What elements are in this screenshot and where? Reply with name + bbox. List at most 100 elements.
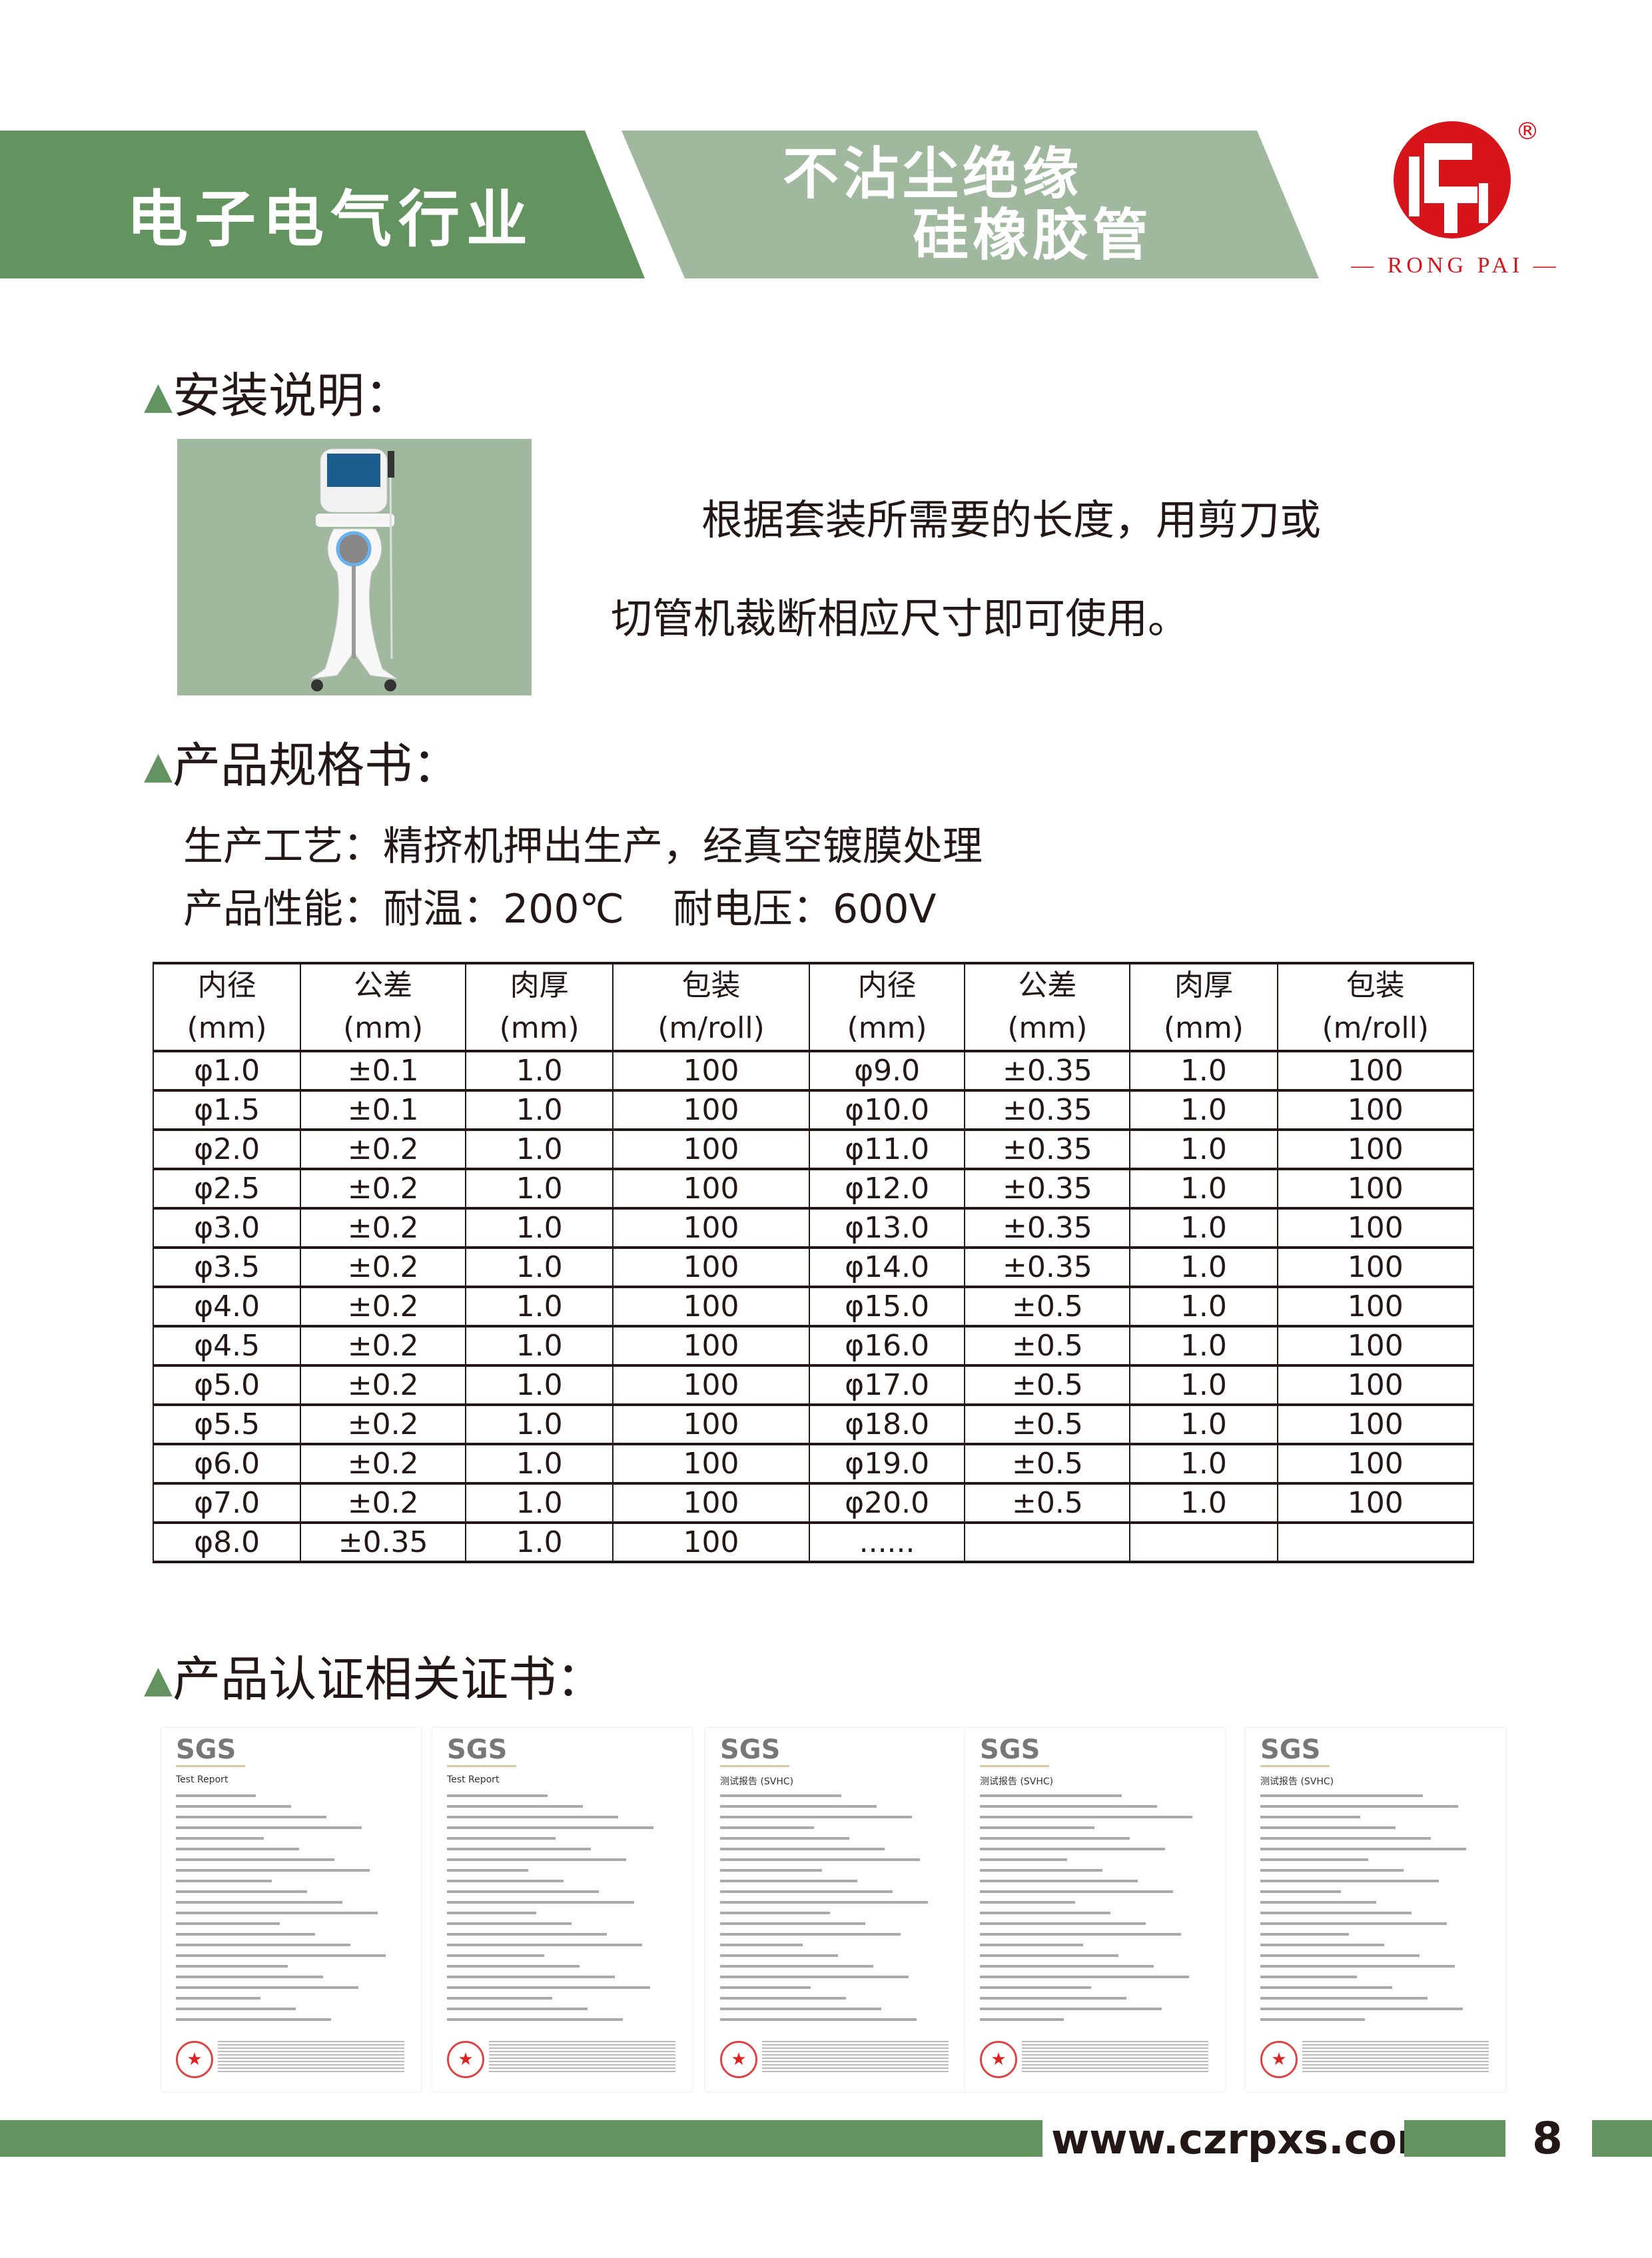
table-cell: 1.0 [1129,1246,1278,1288]
table-cell: ±0.35 [964,1207,1131,1249]
table-row: φ6.0 ±0.2 1.0 100 φ19.0 ±0.5 1.0 100 [152,1443,1475,1485]
footer-bar-right [1592,2120,1652,2157]
brand-name: RONG PAI [1387,253,1524,278]
fine-print [218,2041,404,2074]
table-header-row: 内径 (mm) 公差 (mm) 肉厚 (mm) 包装 (m/roll) 内径 (mm) 公差 (mm)… [152,962,1475,1052]
column-header-line: (mm) [499,1011,580,1045]
sgs-logo: SGS [176,1734,246,1767]
table-cell: ±0.35 [964,1089,1131,1131]
table-cell: ±0.2 [300,1168,467,1210]
table-cell: 1.0 [465,1207,614,1249]
rongpai-logo: ® — RONG PAI — [1346,117,1565,283]
table-cell: ±0.35 [964,1168,1131,1210]
table-cell: 100 [1276,1364,1475,1406]
table-row: φ3.5 ±0.2 1.0 100 φ14.0 ±0.35 1.0 100 [152,1246,1475,1288]
table-cell: 100 [612,1246,810,1288]
table-cell: 100 [1276,1246,1475,1288]
table-cell: φ3.0 [152,1207,302,1249]
table-cell: 100 [612,1403,810,1445]
table-cell: 100 [612,1364,810,1406]
column-header-line: (mm) [847,1011,927,1045]
fine-print [1302,2041,1489,2074]
table-cell: 1.0 [465,1482,614,1524]
table-cell: φ11.0 [808,1128,966,1170]
table-cell: 100 [1276,1325,1475,1367]
table-cell: φ20.0 [808,1482,966,1524]
column-header-line: 公差 [1018,968,1077,1002]
table-cell: 100 [612,1443,810,1485]
table-cell: ±0.5 [964,1325,1131,1367]
table-cell [964,1521,1131,1563]
table-cell: 100 [612,1168,810,1210]
certificate-title: 测试报告 (SVHC) [1260,1776,1334,1787]
column-header: 包装 (m/roll) [612,962,810,1052]
table-cell: 100 [612,1050,810,1092]
footer-website: www.czrpxs.com [1051,2115,1440,2163]
stamp-icon: ★ [980,2041,1017,2078]
column-header-line: (mm) [1163,1011,1244,1045]
stamp-icon: ★ [1260,2041,1298,2078]
table-cell: φ8.0 [152,1521,302,1563]
table-cell: 1.0 [1129,1286,1278,1327]
table-cell: ±0.35 [964,1050,1131,1092]
table-cell: ±0.5 [964,1364,1131,1406]
table-cell: 100 [612,1207,810,1249]
stamp-icon: ★ [720,2041,757,2078]
sgs-logo: SGS [1260,1734,1330,1767]
table-row: φ5.0 ±0.2 1.0 100 φ17.0 ±0.5 1.0 100 [152,1364,1475,1406]
certificate-title: Test Report [447,1774,500,1785]
column-header-line: 肉厚 [1174,968,1233,1002]
certificate-thumbnail: SGS 测试报告 (SVHC) ★ [965,1728,1225,2091]
table-cell: 100 [1276,1403,1475,1445]
table-cell: 1.0 [1129,1050,1278,1092]
column-header-line: (mm) [1007,1011,1088,1045]
table-cell: ...... [808,1521,966,1563]
product-title: 不沾尘绝缘 硅橡胶管 [783,143,1152,266]
table-cell: 1.0 [465,1443,614,1485]
table-cell: ±0.2 [300,1286,467,1327]
table-row: φ2.5 ±0.2 1.0 100 φ12.0 ±0.35 1.0 100 [152,1168,1475,1210]
table-cell: ±0.1 [300,1089,467,1131]
table-cell: 1.0 [465,1325,614,1367]
table-row: φ8.0 ±0.35 1.0 100...... [152,1521,1475,1563]
table-cell: φ2.0 [152,1128,302,1170]
table-cell: ±0.5 [964,1403,1131,1445]
table-row: φ1.5 ±0.1 1.0 100 φ10.0 ±0.35 1.0 100 [152,1089,1475,1131]
table-cell: 100 [612,1521,810,1563]
table-cell: ±0.35 [300,1521,467,1563]
table-cell: 100 [1276,1482,1475,1524]
triangle-icon: ▲ [144,374,173,418]
table-cell: 1.0 [1129,1128,1278,1170]
table-cell: φ13.0 [808,1207,966,1249]
table-cell: 1.0 [465,1521,614,1563]
column-header-line: 内径 [197,968,256,1002]
column-header-line: (m/roll) [1322,1011,1430,1045]
certificate-thumbnail: SGS 测试报告 (SVHC) ★ [705,1728,965,2091]
table-cell: 1.0 [465,1089,614,1131]
table-row: φ4.5 ±0.2 1.0 100 φ16.0 ±0.5 1.0 100 [152,1325,1475,1367]
fine-print [1022,2041,1208,2074]
logo-mark-icon [1394,121,1511,238]
table-cell: 100 [1276,1168,1475,1210]
column-header-line: 包装 [1346,968,1405,1002]
column-header-line: 肉厚 [510,968,569,1002]
fine-print [489,2041,675,2074]
table-cell: φ1.5 [152,1089,302,1131]
column-header-line: 内径 [857,968,917,1002]
table-cell: ±0.35 [964,1246,1131,1288]
table-cell: φ17.0 [808,1364,966,1406]
table-cell: ±0.35 [964,1128,1131,1170]
table-cell: 1.0 [465,1128,614,1170]
table-row: φ7.0 ±0.2 1.0 100 φ20.0 ±0.5 1.0 100 [152,1482,1475,1524]
table-cell: ±0.2 [300,1128,467,1170]
table-cell: ±0.2 [300,1207,467,1249]
certificate-title: 测试报告 (SVHC) [720,1776,794,1787]
certificate-thumbnail: SGS Test Report ★ [432,1728,692,2091]
sgs-logo: SGS [720,1734,790,1767]
certificate-thumbnail: SGS Test Report ★ [161,1728,421,2091]
install-heading-text: 安装说明： [173,368,413,424]
table-cell: 100 [1276,1443,1475,1485]
table-cell: ±0.1 [300,1050,467,1092]
triangle-icon: ▲ [144,744,173,787]
table-cell: 100 [1276,1089,1475,1131]
